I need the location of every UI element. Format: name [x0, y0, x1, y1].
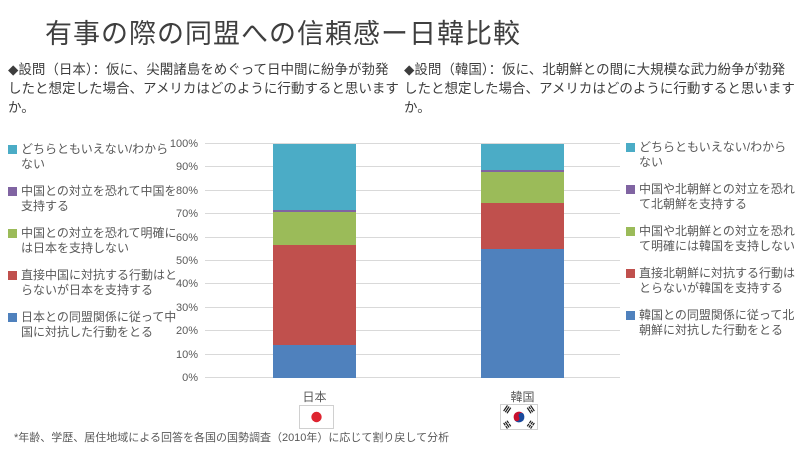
japan-flag-icon: [299, 405, 334, 429]
legend-swatch-icon: [626, 143, 635, 152]
legend-swatch-icon: [8, 229, 17, 238]
legend-swatch-icon: [626, 227, 635, 236]
bar-segment-red: [481, 202, 564, 250]
legend-label: どちらともいえない/わからない: [21, 142, 169, 171]
x-label-korea: 韓国: [510, 390, 535, 404]
legend-item: 中国との対立を恐れて中国を支持する: [8, 184, 180, 214]
bar-segment-green: [481, 172, 564, 203]
gridline: [205, 143, 620, 144]
legend-label: 直接北朝鮮に対抗する行動はとらないが韓国を支持する: [639, 266, 796, 295]
y-axis: 0% 10% 20% 30% 40% 50% 60% 70% 80% 90% 100%: [158, 138, 202, 384]
korea-flag-icon: [500, 404, 538, 430]
gridline: [205, 283, 620, 285]
page-title: 有事の際の同盟への信頼感ー日韓比較: [45, 19, 521, 49]
bar-segment-cyan: [481, 144, 564, 170]
gridline: [205, 213, 620, 215]
legend-swatch-icon: [8, 313, 17, 322]
legend-swatch-icon: [626, 185, 635, 194]
y-tick-label: 50%: [175, 255, 198, 267]
legend-item: 中国や北朝鮮との対立を恐れて北朝鮮を支持する: [626, 182, 798, 212]
gridline: [205, 236, 620, 238]
x-label-japan: 日本: [302, 390, 327, 404]
y-tick-label: 60%: [175, 231, 198, 244]
bar-segment-cyan: [273, 144, 356, 210]
bar-segment-purple: [273, 209, 356, 212]
legend-label: 韓国との同盟関係に従って北朝鮮に対抗した行動をとる: [639, 308, 795, 337]
bar-japan: [273, 144, 356, 378]
question-korea: ◆設問（韓国）：仮に、北朝鮮との間に大規模な武力紛争が勃発したと想定した場合、ア…: [404, 62, 795, 116]
legend-item: 直接中国に対抗する行動はとらないが日本を支持する: [8, 268, 180, 298]
bar-segment-blue: [273, 345, 356, 378]
legend-japan: どちらともいえない/わからない 中国との対立を恐れて中国を支持する 中国との対立を恐…: [8, 142, 180, 340]
legend-label: どちらともいえない/わからない: [639, 140, 787, 169]
y-tick-label: 100%: [169, 138, 198, 150]
bar-segment-purple: [481, 169, 564, 173]
legend-item: 中国との対立を恐れて明確には日本を支持しない: [8, 226, 180, 256]
bar-segment-red: [273, 244, 356, 346]
legend-swatch-icon: [8, 145, 17, 154]
question-japan: ◆設問（日本）：仮に、尖閣諸島をめぐって日中間に紛争が勃発したと想定した場合、ア…: [8, 62, 399, 116]
legend-swatch-icon: [8, 271, 17, 280]
legend-swatch-icon: [626, 269, 635, 278]
legend-label: 中国や北朝鮮との対立を恐れて北朝鮮を支持する: [639, 182, 795, 211]
legend-item: 日本との同盟関係に従って中国に対抗した行動をとる: [8, 310, 180, 340]
gridline: [205, 166, 620, 168]
legend-label: 中国や北朝鮮との対立を恐れて明確には韓国を支持しない: [639, 224, 796, 253]
legend-swatch-icon: [8, 187, 17, 196]
legend-swatch-icon: [626, 311, 635, 320]
y-tick-label: 0%: [182, 372, 198, 384]
gridline: [205, 330, 620, 332]
y-tick-label: 10%: [175, 348, 198, 361]
legend-korea: どちらともいえない/わからない 中国や北朝鮮との対立を恐れて北朝鮮を支持する 中国や…: [626, 140, 798, 338]
gridline: [205, 353, 620, 355]
y-tick-label: 90%: [175, 161, 198, 174]
legend-label: 日本との同盟関係に従って中国に対抗した行動をとる: [21, 310, 177, 339]
bar-korea: [481, 144, 564, 378]
legend-item: どちらともいえない/わからない: [626, 140, 798, 170]
gridline: [205, 306, 620, 308]
plot-area: [205, 143, 620, 378]
gridline: [205, 377, 620, 378]
y-tick-label: 30%: [175, 301, 198, 314]
legend-label: 直接中国に対抗する行動はとらないが日本を支持する: [21, 268, 178, 297]
legend-item: どちらともいえない/わからない: [8, 142, 180, 172]
legend-item: 韓国との同盟関係に従って北朝鮮に対抗した行動をとる: [626, 308, 798, 338]
bar-segment-blue: [481, 249, 564, 378]
footnote: *年齢、学歴、居住地域による回答を各国の国勢調査（2010年）に応じて割り戻して…: [14, 432, 450, 444]
y-tick-label: 40%: [175, 278, 198, 291]
gridline: [205, 260, 620, 261]
legend-label: 中国との対立を恐れて中国を支持する: [21, 184, 177, 213]
legend-item: 直接北朝鮮に対抗する行動はとらないが韓国を支持する: [626, 266, 798, 296]
gridline: [205, 189, 620, 191]
legend-label: 中国との対立を恐れて明確には日本を支持しない: [21, 226, 177, 255]
legend-item: 中国や北朝鮮との対立を恐れて明確には韓国を支持しない: [626, 224, 798, 254]
y-tick-label: 70%: [175, 208, 198, 221]
y-tick-label: 80%: [175, 184, 198, 197]
bar-segment-green: [273, 211, 356, 245]
y-tick-label: 20%: [175, 325, 198, 338]
